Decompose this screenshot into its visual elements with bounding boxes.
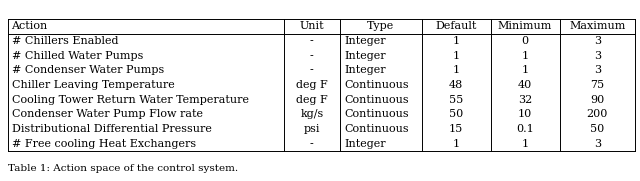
Text: psi: psi xyxy=(303,124,320,134)
Text: 1: 1 xyxy=(452,36,460,46)
Text: kg/s: kg/s xyxy=(300,110,323,119)
Text: 32: 32 xyxy=(518,95,532,105)
Text: Integer: Integer xyxy=(344,51,385,61)
Text: 50: 50 xyxy=(590,124,604,134)
Text: Integer: Integer xyxy=(344,65,385,75)
Text: 3: 3 xyxy=(594,36,601,46)
Text: Type: Type xyxy=(367,21,394,31)
Text: 3: 3 xyxy=(594,139,601,149)
Text: Integer: Integer xyxy=(344,139,385,149)
Text: 1: 1 xyxy=(522,51,529,61)
Text: 90: 90 xyxy=(590,95,604,105)
Text: Chiller Leaving Temperature: Chiller Leaving Temperature xyxy=(12,80,174,90)
Text: 48: 48 xyxy=(449,80,463,90)
Text: 1: 1 xyxy=(522,139,529,149)
Text: Table 1: Action space of the control system.: Table 1: Action space of the control sys… xyxy=(8,164,238,173)
Text: # Chilled Water Pumps: # Chilled Water Pumps xyxy=(12,51,143,61)
Text: Maximum: Maximum xyxy=(569,21,625,31)
Text: 1: 1 xyxy=(452,65,460,75)
Text: 40: 40 xyxy=(518,80,532,90)
Text: # Condenser Water Pumps: # Condenser Water Pumps xyxy=(12,65,164,75)
Text: 0.1: 0.1 xyxy=(516,124,534,134)
Text: Minimum: Minimum xyxy=(498,21,552,31)
Text: Distributional Differential Pressure: Distributional Differential Pressure xyxy=(12,124,211,134)
Text: Default: Default xyxy=(435,21,477,31)
Text: -: - xyxy=(310,51,314,61)
Text: # Free cooling Heat Exchangers: # Free cooling Heat Exchangers xyxy=(12,139,196,149)
Text: Integer: Integer xyxy=(344,36,385,46)
Text: Continuous: Continuous xyxy=(344,95,408,105)
Text: -: - xyxy=(310,65,314,75)
Text: 0: 0 xyxy=(522,36,529,46)
Text: 10: 10 xyxy=(518,110,532,119)
Text: -: - xyxy=(310,139,314,149)
Text: Continuous: Continuous xyxy=(344,124,408,134)
Text: Unit: Unit xyxy=(300,21,324,31)
Text: 3: 3 xyxy=(594,51,601,61)
Text: Cooling Tower Return Water Temperature: Cooling Tower Return Water Temperature xyxy=(12,95,248,105)
Text: Continuous: Continuous xyxy=(344,80,408,90)
Text: 50: 50 xyxy=(449,110,463,119)
Text: deg F: deg F xyxy=(296,95,328,105)
Text: Condenser Water Pump Flow rate: Condenser Water Pump Flow rate xyxy=(12,110,202,119)
Text: 1: 1 xyxy=(452,51,460,61)
Text: # Chillers Enabled: # Chillers Enabled xyxy=(12,36,118,46)
Text: 1: 1 xyxy=(522,65,529,75)
Text: deg F: deg F xyxy=(296,80,328,90)
Text: -: - xyxy=(310,36,314,46)
Text: 3: 3 xyxy=(594,65,601,75)
Text: 200: 200 xyxy=(587,110,608,119)
Text: 55: 55 xyxy=(449,95,463,105)
Text: Continuous: Continuous xyxy=(344,110,408,119)
Text: Action: Action xyxy=(12,21,48,31)
Text: 15: 15 xyxy=(449,124,463,134)
Text: 1: 1 xyxy=(452,139,460,149)
Text: 75: 75 xyxy=(590,80,604,90)
